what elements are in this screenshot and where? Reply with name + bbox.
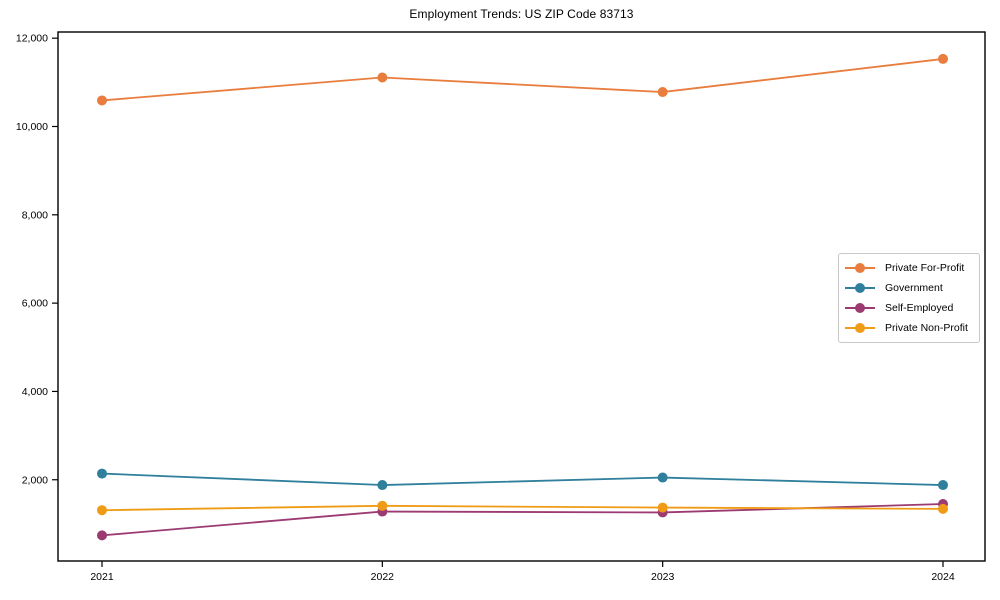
chart-title: Employment Trends: US ZIP Code 83713 (409, 7, 634, 21)
data-point-marker (97, 505, 107, 516)
data-point-marker (657, 472, 668, 483)
legend-item-label: Private Non-Profit (885, 322, 968, 334)
legend-item-government: Government (845, 278, 973, 298)
data-point-marker (377, 480, 388, 491)
data-point-marker (377, 72, 388, 83)
legend-item-private-for-profit: Private For-Profit (845, 258, 973, 278)
legend-item-label: Self-Employed (885, 302, 954, 314)
legend-item-self-employed: Self-Employed (845, 298, 973, 318)
legend-item-label: Government (885, 282, 943, 294)
data-point-marker (657, 502, 668, 513)
data-point-marker (97, 468, 107, 479)
y-axis-tick-label: 4,000 (22, 386, 48, 398)
x-axis-tick-label: 2023 (651, 571, 675, 583)
y-axis-tick-label: 8,000 (22, 209, 48, 221)
y-axis-tick-label: 10,000 (16, 121, 48, 133)
line-marker-icon (845, 262, 875, 274)
line-marker-icon (845, 282, 875, 294)
x-axis-tick-label: 2024 (931, 571, 955, 583)
data-point-marker (938, 53, 948, 64)
data-point-marker (97, 530, 107, 541)
line-marker-icon (845, 322, 875, 334)
legend: Private For-Profit Government Self-Emplo… (838, 253, 980, 343)
x-axis-tick-label: 2021 (90, 571, 114, 583)
data-point-marker (938, 480, 948, 491)
data-point-marker (657, 87, 668, 98)
y-axis-tick-label: 6,000 (22, 298, 48, 310)
data-point-marker (377, 500, 388, 511)
plot-frame (57, 31, 986, 562)
legend-item-label: Private For-Profit (885, 262, 965, 274)
series-line (101, 504, 944, 512)
data-point-marker (97, 95, 107, 106)
y-axis-tick-label: 12,000 (16, 33, 48, 45)
legend-item-private-non-profit: Private Non-Profit (845, 318, 973, 338)
y-axis-tick-label: 2,000 (22, 474, 48, 486)
x-axis-tick-label: 2022 (371, 571, 395, 583)
line-marker-icon (845, 302, 875, 314)
series-line (101, 472, 944, 486)
data-point-marker (938, 503, 948, 514)
series-line (101, 58, 944, 102)
